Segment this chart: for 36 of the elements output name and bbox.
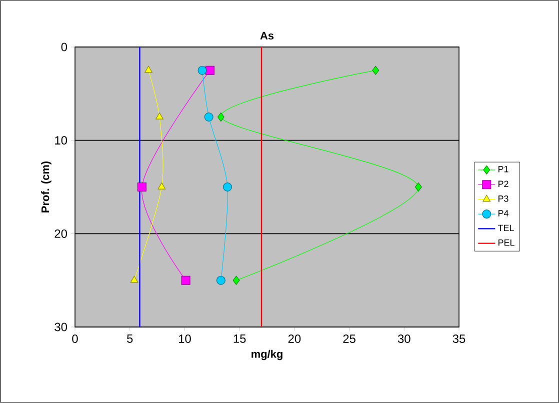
point — [181, 276, 190, 285]
point — [216, 276, 226, 285]
x-tick-label: 0 — [72, 334, 78, 343]
point — [414, 182, 422, 192]
chart-title: As — [260, 32, 274, 40]
legend-label: PEL — [498, 239, 514, 246]
x-axis-title: mg/kg — [252, 350, 282, 360]
legend-label: P2 — [498, 180, 508, 187]
x-tick-label: 20 — [288, 334, 301, 343]
y-tick-label: 30 — [54, 322, 68, 332]
point — [205, 66, 214, 75]
x-tick-label: 10 — [178, 334, 191, 343]
legend-label: P1 — [498, 166, 508, 172]
legend-label: P4 — [498, 210, 508, 216]
x-tick-label: 5 — [127, 334, 133, 343]
point — [223, 182, 232, 192]
point — [372, 66, 380, 75]
point — [130, 276, 138, 283]
y-tick-label: 20 — [54, 229, 68, 238]
y-axis-title: Prof. (cm) — [41, 161, 52, 212]
y-tick-label: 10 — [55, 136, 68, 145]
point — [217, 112, 224, 122]
point — [158, 182, 166, 190]
legend-label: P3 — [498, 195, 508, 202]
point — [156, 112, 164, 120]
point — [137, 182, 146, 192]
x-tick-label: 15 — [234, 334, 246, 343]
x-tick-label: 30 — [398, 334, 410, 343]
legend-label: TEL — [498, 224, 514, 232]
point — [198, 66, 207, 75]
point — [144, 66, 152, 73]
x-tick-label: 25 — [343, 334, 356, 343]
y-tick-label: 0 — [61, 42, 68, 52]
point — [232, 276, 240, 285]
x-tick-label: 35 — [452, 334, 466, 343]
point — [204, 112, 214, 122]
